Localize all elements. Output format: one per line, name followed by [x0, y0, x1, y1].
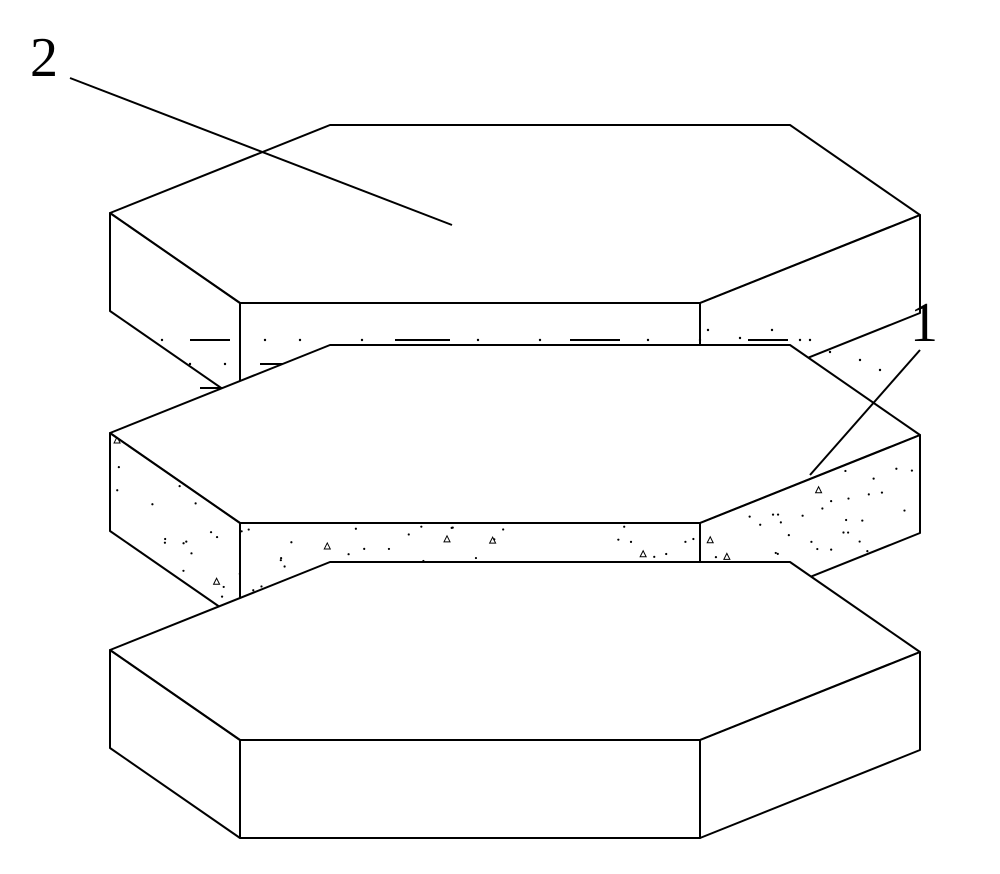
callout-label-2: 2: [30, 30, 58, 86]
hex-prism-bot: [110, 562, 920, 838]
diagram-root: 21: [0, 0, 1000, 874]
callout-label-1: 1: [910, 295, 938, 351]
diagram-svg: [0, 0, 1000, 874]
